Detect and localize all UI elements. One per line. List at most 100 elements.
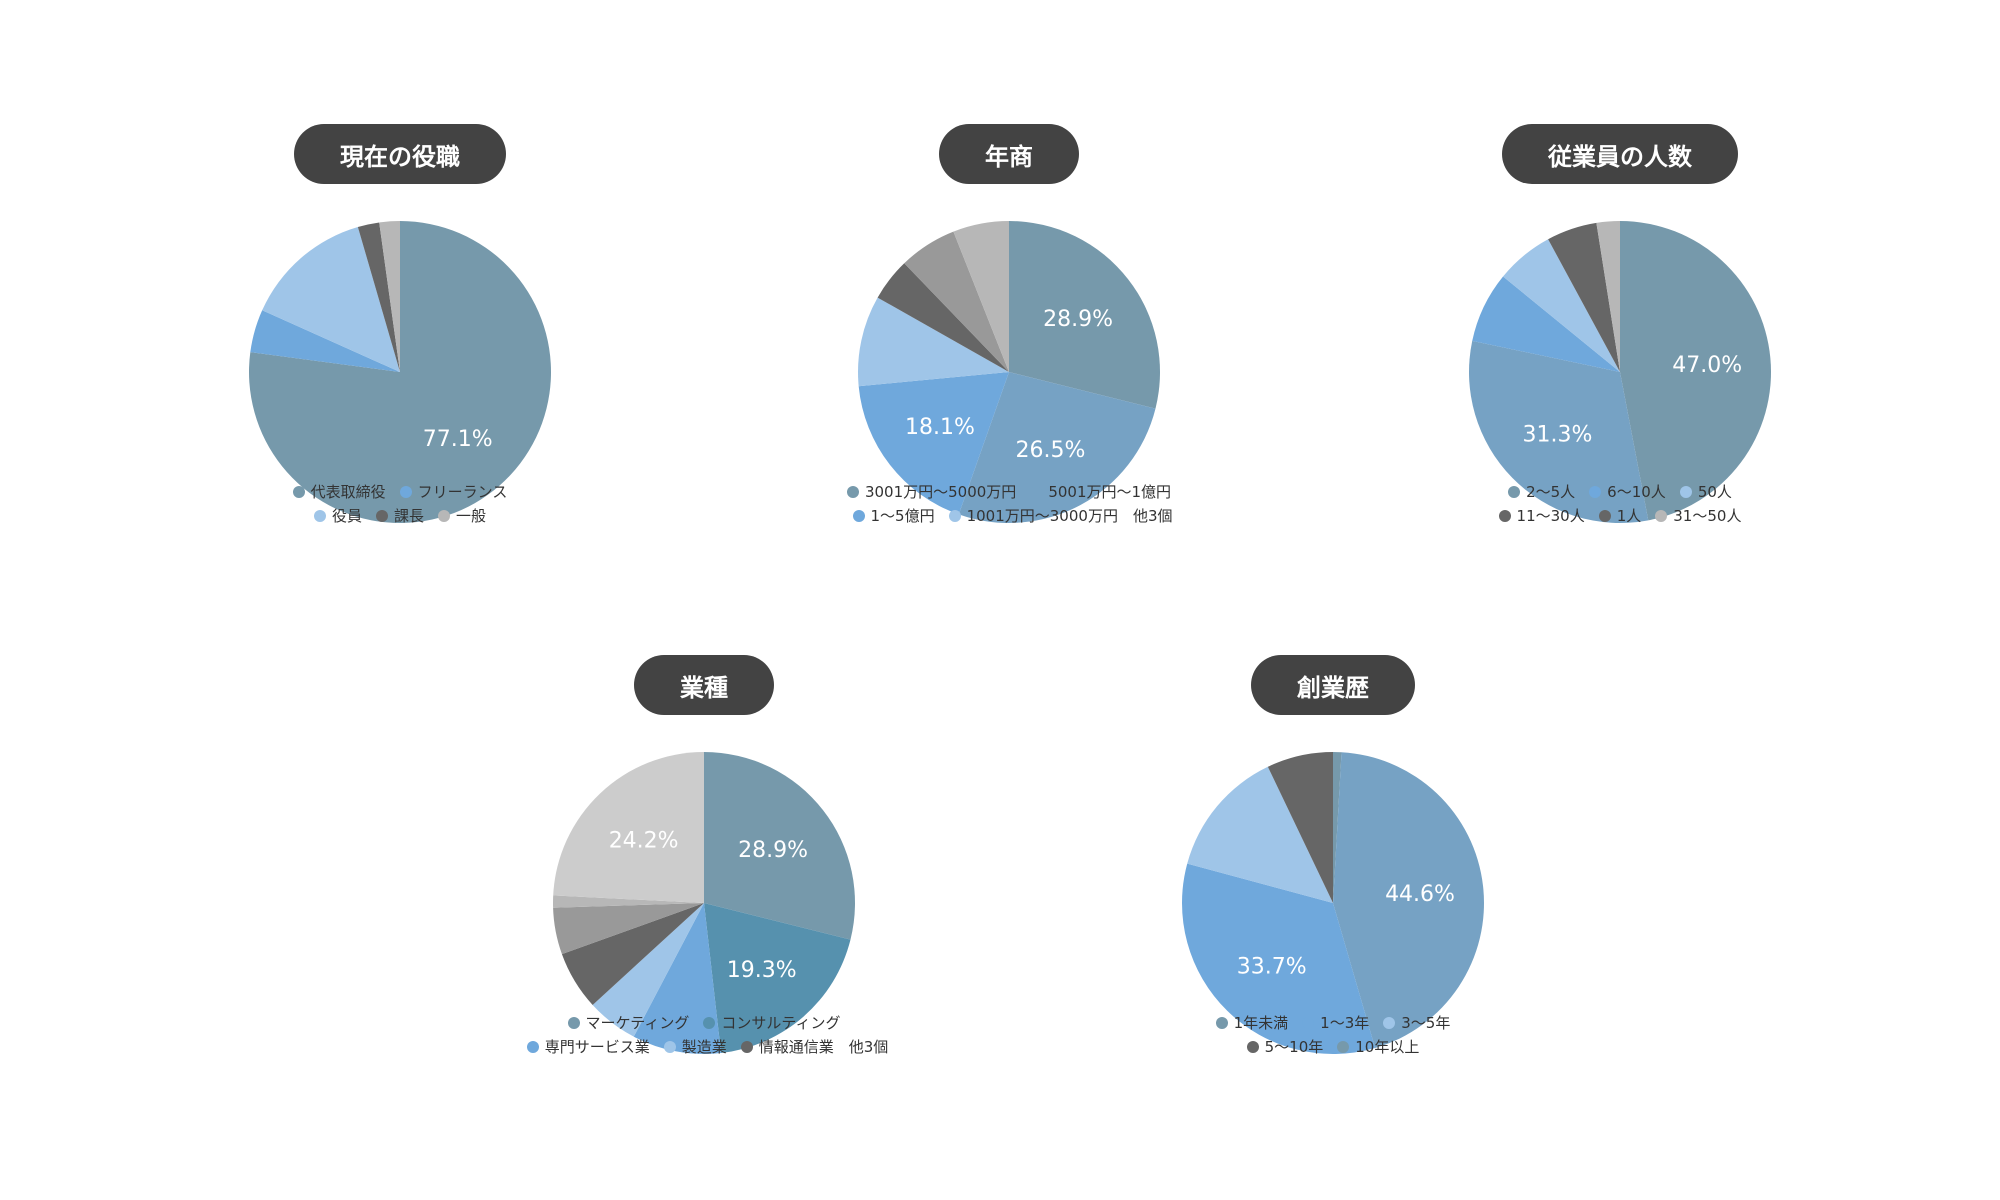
legend-label: 3001万円〜5000万円 xyxy=(864,483,1017,501)
slice-data-label: 28.9% xyxy=(1043,307,1113,332)
legend-swatch xyxy=(1302,1017,1315,1029)
legend-label: 31〜50人 xyxy=(1673,507,1742,525)
pie-slice xyxy=(357,222,400,372)
slice-data-label: 33.7% xyxy=(1237,955,1307,980)
legend-item: 2〜5人 xyxy=(1508,480,1575,504)
legend-label: フリーランス xyxy=(417,483,508,501)
legend-item: 課長 xyxy=(375,504,424,528)
legend-swatch xyxy=(1655,510,1668,522)
legend-label: 1年未満 xyxy=(1233,1014,1289,1032)
legend-label: 情報通信業 xyxy=(758,1038,834,1056)
legend-label: 3〜5年 xyxy=(1401,1014,1451,1032)
chart-legend: マーケティング コンサルティング専門サービス業 製造業 情報通信業 他3個 xyxy=(444,1011,964,1059)
chart-employee-count: 従業員の人数 47.0% 31.3% 2〜5人 6〜10人 50人 11〜30人 1人 31… xyxy=(1360,124,1880,644)
legend-item: 6〜10人 xyxy=(1589,480,1666,504)
pie-slice xyxy=(379,221,400,372)
pie-slice xyxy=(904,231,1009,372)
slice-data-label: 28.9% xyxy=(738,838,808,863)
pie-slice xyxy=(953,221,1009,372)
pie-slice xyxy=(1548,222,1620,372)
legend-swatch xyxy=(1337,1041,1350,1053)
legend-more-link[interactable]: 他3個 xyxy=(1132,507,1173,525)
pie-slice xyxy=(1469,340,1649,523)
legend-item: 11〜30人 xyxy=(1498,504,1585,528)
legend-label: 1001万円〜3000万円 xyxy=(966,507,1118,525)
pie-slice xyxy=(248,221,551,523)
pie-slice xyxy=(553,895,704,908)
pie-slice xyxy=(1187,766,1333,903)
pie-slice xyxy=(553,903,704,955)
legend-swatch xyxy=(703,1017,716,1029)
pie-slice xyxy=(592,903,704,1037)
chart-title: 創業歴 xyxy=(1251,655,1415,715)
pie-chart: 77.1% xyxy=(248,221,551,523)
legend-label: 専門サービス業 xyxy=(544,1038,650,1056)
pie-slice xyxy=(858,372,1009,515)
slice-data-label: 18.1% xyxy=(905,415,975,440)
legend-swatch xyxy=(1246,1041,1259,1053)
legend-swatch xyxy=(292,486,305,498)
legend-swatch xyxy=(567,1017,580,1029)
legend-label: 5001万円〜1億円 xyxy=(1048,483,1172,501)
pie-chart: 28.9% 26.5% 18.1% xyxy=(858,221,1160,523)
legend-label: 1〜3年 xyxy=(1320,1014,1370,1032)
pie-slice xyxy=(704,752,855,940)
legend-swatch xyxy=(663,1041,676,1053)
pie-slice xyxy=(877,263,1009,372)
legend-item: 31〜50人 xyxy=(1655,504,1741,528)
chart-title: 従業員の人数 xyxy=(1502,124,1738,184)
legend-item: 1001万円〜3000万円 xyxy=(948,504,1118,528)
legend-item: 1年未満 xyxy=(1215,1011,1289,1035)
legend-swatch xyxy=(852,510,865,522)
legend-swatch xyxy=(1598,510,1611,522)
legend-label: 役員 xyxy=(331,507,362,525)
legend-item: 代表取締役 xyxy=(292,480,386,504)
legend-more-link[interactable]: 他3個 xyxy=(848,1038,889,1056)
chart-annual-revenue: 年商 28.9% 26.5% 18.1% 3001万円〜5000万円 5001万円〜1… xyxy=(749,124,1269,644)
pie-slice xyxy=(561,903,704,1005)
legend-swatch xyxy=(375,510,388,522)
slice-data-label: 47.0% xyxy=(1672,353,1742,378)
slice-data-label: 31.3% xyxy=(1523,422,1593,447)
legend-swatch xyxy=(399,486,412,498)
legend-swatch xyxy=(1215,1017,1228,1029)
chart-title: 現在の役職 xyxy=(294,124,506,184)
legend-swatch xyxy=(1498,510,1511,522)
legend-item: 役員 xyxy=(313,504,362,528)
pie-slice xyxy=(1333,752,1484,1049)
legend-swatch xyxy=(948,510,961,522)
legend-label: 課長 xyxy=(393,507,424,525)
legend-label: 5〜10年 xyxy=(1264,1038,1324,1056)
legend-item: フリーランス xyxy=(399,480,508,504)
legend-swatch xyxy=(438,510,450,522)
chart-legend: 2〜5人 6〜10人 50人 11〜30人 1人 31〜50人 xyxy=(1360,480,1880,528)
legend-item: 3001万円〜5000万円 xyxy=(846,480,1017,504)
pie-slice xyxy=(1503,239,1620,372)
pie-slice xyxy=(1333,752,1342,903)
pie-slice xyxy=(1182,863,1376,1054)
pie-slice xyxy=(1009,221,1160,409)
legend-swatch xyxy=(1030,486,1043,498)
legend-label: 50人 xyxy=(1697,483,1732,501)
legend-item: コンサルティング xyxy=(703,1011,840,1035)
legend-item: 50人 xyxy=(1679,480,1732,504)
pie-slice xyxy=(1596,221,1620,372)
legend-item: 製造業 xyxy=(663,1035,727,1059)
legend-label: 1〜5億円 xyxy=(870,507,935,525)
legend-swatch xyxy=(740,1041,753,1053)
chart-current-position: 現在の役職 77.1% 代表取締役 フリーランス 役員 課長 一般 xyxy=(140,124,660,644)
slice-data-label: 77.1% xyxy=(423,427,493,452)
legend-swatch xyxy=(846,486,859,498)
slice-data-label: 19.3% xyxy=(727,958,797,983)
pie-slice xyxy=(262,226,400,372)
legend-swatch xyxy=(526,1041,539,1053)
legend-label: 6〜10人 xyxy=(1607,483,1666,501)
pie-chart: 44.6% 33.7% xyxy=(1182,752,1484,1054)
pie-slice xyxy=(553,752,704,903)
pie-slice xyxy=(704,903,851,1054)
legend-label: マーケティング xyxy=(585,1014,690,1032)
legend-item: 専門サービス業 xyxy=(526,1035,650,1059)
legend-item: 5001万円〜1億円 xyxy=(1030,480,1171,504)
legend-label: 10年以上 xyxy=(1355,1038,1420,1056)
pie-chart: 47.0% 31.3% xyxy=(1469,221,1771,523)
